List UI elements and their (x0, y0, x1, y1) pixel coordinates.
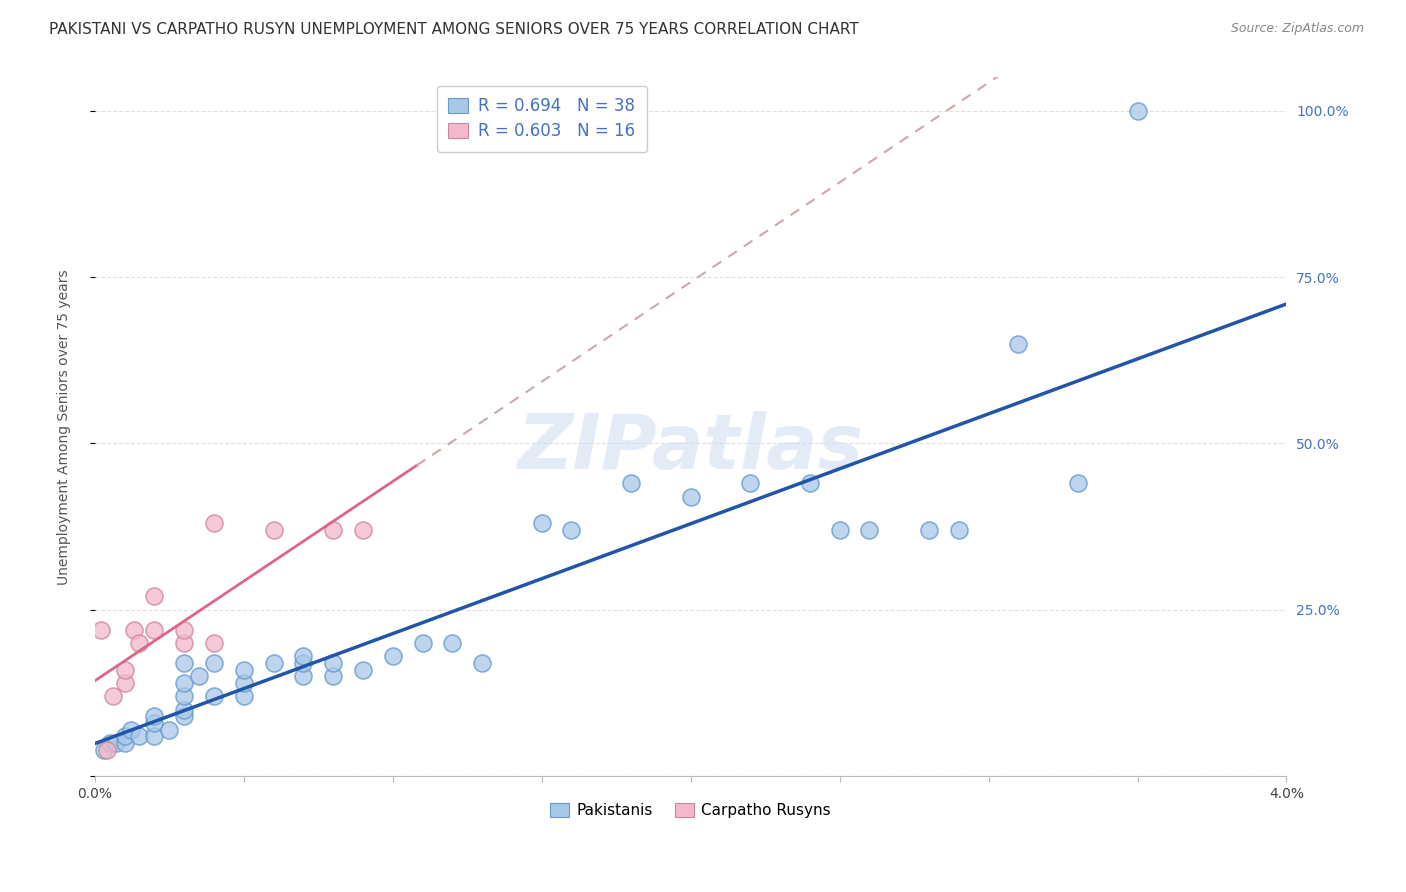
Point (98, 736, 121, 750)
Point (143, 715, 166, 730)
Text: PAKISTANI VS CARPATHO RUSYN UNEMPLOYMENT AMONG SENIORS OVER 75 YEARS CORRELATION: PAKISTANI VS CARPATHO RUSYN UNEMPLOYMENT… (49, 22, 859, 37)
Point (322, 656, 344, 670)
Point (173, 623, 195, 637)
Point (90, 623, 112, 637)
Point (1067, 476, 1090, 491)
Point (157, 723, 180, 737)
Point (101, 690, 124, 704)
Point (122, 623, 145, 637)
Point (232, 690, 254, 704)
Point (263, 656, 285, 670)
Point (232, 676, 254, 690)
Point (202, 690, 225, 704)
Legend: Pakistanis, Carpatho Rusyns: Pakistanis, Carpatho Rusyns (544, 797, 837, 824)
Y-axis label: Unemployment Among Seniors over 75 years: Unemployment Among Seniors over 75 years (58, 269, 72, 584)
Point (799, 476, 821, 491)
Point (1007, 336, 1029, 351)
Point (560, 523, 582, 537)
Point (93, 742, 115, 756)
Point (96, 742, 118, 756)
Point (143, 709, 166, 723)
Point (1126, 103, 1149, 118)
Text: Source: ZipAtlas.com: Source: ZipAtlas.com (1230, 22, 1364, 36)
Point (441, 636, 464, 650)
Text: ZIPatlas: ZIPatlas (517, 411, 863, 484)
Point (120, 723, 142, 737)
Point (114, 736, 136, 750)
Point (948, 523, 970, 537)
Point (104, 736, 127, 750)
Point (352, 523, 374, 537)
Point (173, 656, 195, 670)
Point (202, 516, 225, 531)
Point (232, 663, 254, 677)
Point (173, 703, 195, 717)
Point (292, 649, 315, 664)
Point (530, 516, 553, 531)
Point (202, 636, 225, 650)
Point (263, 523, 285, 537)
Point (679, 490, 702, 504)
Point (918, 523, 941, 537)
Point (114, 676, 136, 690)
Point (128, 636, 150, 650)
Point (173, 676, 195, 690)
Point (858, 523, 880, 537)
Point (173, 636, 195, 650)
Point (740, 476, 762, 491)
Point (143, 590, 166, 604)
Point (143, 623, 166, 637)
Point (412, 636, 434, 650)
Point (620, 476, 643, 491)
Point (292, 656, 315, 670)
Point (114, 729, 136, 743)
Point (114, 663, 136, 677)
Point (322, 669, 344, 683)
Point (322, 523, 344, 537)
Point (471, 656, 494, 670)
Point (381, 649, 404, 664)
Point (128, 729, 150, 743)
Point (828, 523, 851, 537)
Point (143, 729, 166, 743)
Point (173, 709, 195, 723)
Point (292, 669, 315, 683)
Point (173, 690, 195, 704)
Point (188, 669, 211, 683)
Point (202, 656, 225, 670)
Point (352, 663, 374, 677)
